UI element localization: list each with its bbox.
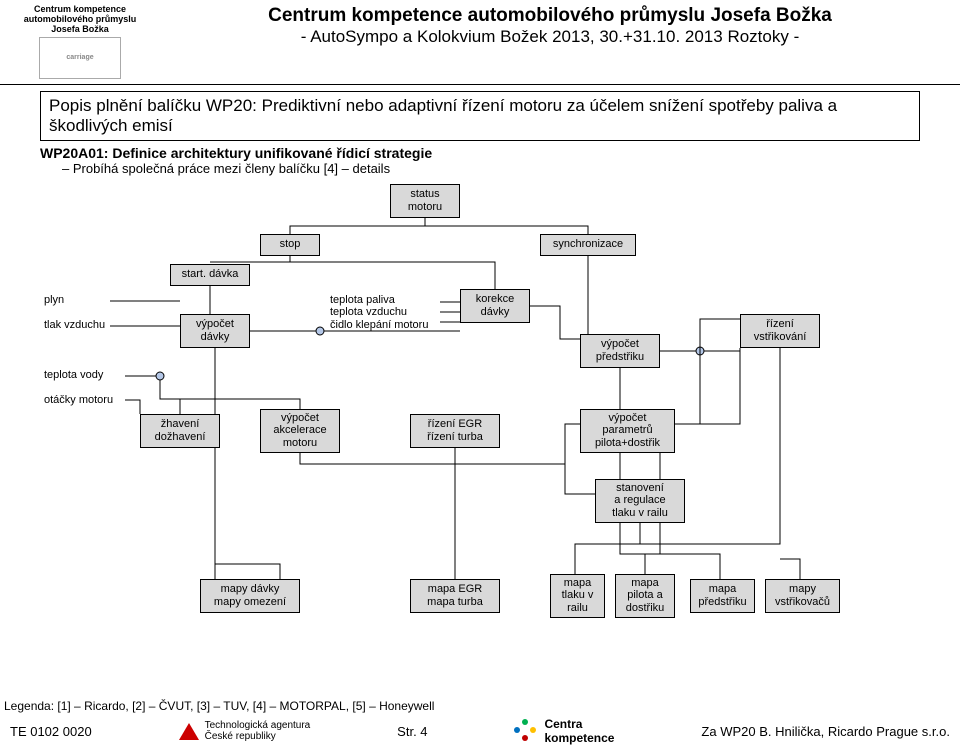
- flowchart-diagram: statusmotoru stop synchronizace start. dávk…: [40, 184, 920, 639]
- label-teplota: teplota vody: [44, 369, 103, 382]
- node-start: start. dávka: [170, 264, 250, 286]
- footer-right: Za WP20 B. Hnilička, Ricardo Prague s.r.…: [701, 724, 950, 739]
- node-mapdav: mapy dávkymapy omezení: [200, 579, 300, 613]
- main-title: Centrum kompetence automobilového průmys…: [150, 5, 950, 27]
- logo-block: Centrum kompetence automobilového průmys…: [10, 5, 150, 79]
- node-zhav: žhavenídožhavení: [140, 414, 220, 448]
- label-otacky: otáčky motoru: [44, 394, 113, 407]
- node-stop: stop: [260, 234, 320, 256]
- label-tlak: tlak vzduchu: [44, 319, 105, 332]
- node-mapvstrik: mapyvstřikovačů: [765, 579, 840, 613]
- tacr-text: Technologická agentura České republiky: [205, 720, 311, 742]
- label-plyn: plyn: [44, 294, 64, 307]
- node-rizegr: řízení EGRřízení turba: [410, 414, 500, 448]
- footer-left: TE 0102 0020: [10, 724, 92, 739]
- tacr-logo: Technologická agentura České republiky: [179, 720, 311, 742]
- section-heading-bold: WP20A01: Definice architektury unifikova…: [40, 145, 432, 161]
- logo-text3: Josefa Božka: [10, 25, 150, 35]
- legend-text: Legenda: [1] – Ricardo, [2] – ČVUT, [3] …: [4, 699, 950, 713]
- ck-text: Centra kompetence: [544, 717, 614, 745]
- page-header: Centrum kompetence automobilového průmys…: [0, 0, 960, 85]
- logo-image: carriage: [39, 37, 121, 79]
- node-stanov: stanovenía regulacetlaku v railu: [595, 479, 685, 523]
- node-mapegr: mapa EGRmapa turba: [410, 579, 500, 613]
- label-teppal: teplota paliva teplota vzduchu čidlo kle…: [330, 294, 428, 332]
- node-maprail: mapatlaku vrailu: [550, 574, 605, 618]
- node-vyppar: výpočetparametrůpilota+dostřik: [580, 409, 675, 453]
- node-mappred: mapapředstřiku: [690, 579, 755, 613]
- footer-bar: TE 0102 0020 Technologická agentura Česk…: [10, 717, 950, 745]
- ck-dots-icon: [514, 719, 538, 743]
- node-rizvstrik: řízenívstřikování: [740, 314, 820, 348]
- section-heading: WP20A01: Definice architektury unifikova…: [40, 145, 920, 176]
- ck-logo: Centra kompetence: [514, 717, 614, 745]
- node-status: statusmotoru: [390, 184, 460, 218]
- description-box: Popis plnění balíčku WP20: Prediktivní n…: [40, 91, 920, 141]
- node-vyppred: výpočetpředstřiku: [580, 334, 660, 368]
- subtitle: - AutoSympo a Kolokvium Božek 2013, 30.+…: [150, 27, 950, 47]
- node-mappil: mapapilota adostřiku: [615, 574, 675, 618]
- footer-center: Str. 4: [397, 724, 427, 739]
- node-vypak: výpočetakceleracemotoru: [260, 409, 340, 453]
- triangle-icon: [179, 723, 199, 740]
- bullet-line: – Probíhá společná práce mezi členy balí…: [62, 161, 920, 176]
- node-vypdav: výpočetdávky: [180, 314, 250, 348]
- header-titles: Centrum kompetence automobilového průmys…: [150, 5, 950, 47]
- node-korekce: korekcedávky: [460, 289, 530, 323]
- node-sync: synchronizace: [540, 234, 636, 256]
- page-footer: Legenda: [1] – Ricardo, [2] – ČVUT, [3] …: [0, 695, 960, 751]
